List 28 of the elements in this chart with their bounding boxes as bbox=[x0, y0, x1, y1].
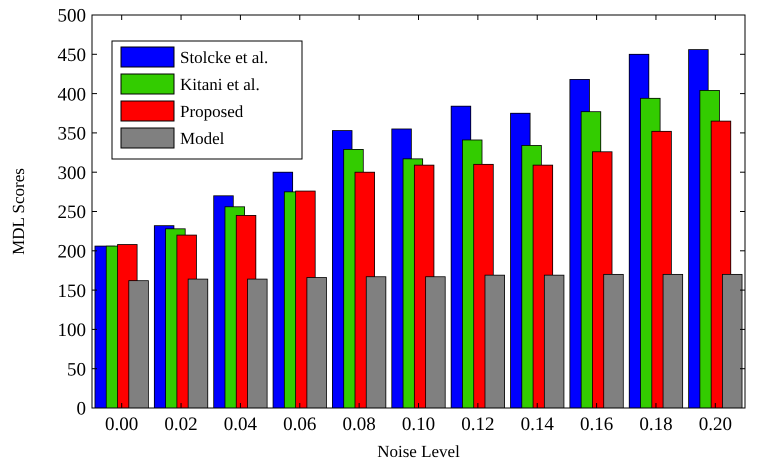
legend-label: Proposed bbox=[180, 102, 244, 121]
y-tick-label: 100 bbox=[58, 320, 86, 342]
y-tick-label: 200 bbox=[58, 241, 86, 262]
x-tick-label: 0.00 bbox=[105, 414, 138, 435]
x-tick-label: 0.12 bbox=[461, 414, 494, 435]
x-tick-label: 0.08 bbox=[342, 414, 376, 435]
y-tick-label: 400 bbox=[58, 84, 86, 106]
y-tick-label: 300 bbox=[58, 162, 86, 184]
y-tick-label: 450 bbox=[58, 44, 86, 66]
x-tick-label: 0.16 bbox=[580, 414, 614, 435]
y-axis-title: MDL Scores bbox=[9, 168, 28, 255]
x-tick-label: 0.06 bbox=[283, 414, 316, 435]
y-tick-label: 0 bbox=[76, 398, 86, 420]
y-tick-label: 350 bbox=[58, 124, 86, 145]
legend-label: Stolcke et al. bbox=[180, 48, 268, 67]
x-axis-title: Noise Level bbox=[377, 442, 460, 461]
y-tick-label: 50 bbox=[67, 359, 86, 380]
x-tick-label: 0.20 bbox=[698, 414, 732, 435]
y-tick-label: 250 bbox=[58, 202, 86, 224]
y-tick-label: 150 bbox=[58, 280, 86, 302]
legend-label: Model bbox=[180, 128, 225, 148]
x-tick-label: 0.10 bbox=[402, 414, 436, 435]
x-tick-label: 0.04 bbox=[224, 414, 258, 435]
x-tick-label: 0.02 bbox=[164, 414, 198, 435]
x-tick-label: 0.14 bbox=[520, 414, 554, 435]
y-tick-label: 500 bbox=[58, 6, 86, 27]
x-tick-label: 0.18 bbox=[639, 414, 673, 435]
legend-label: Kitani et al. bbox=[180, 74, 260, 94]
